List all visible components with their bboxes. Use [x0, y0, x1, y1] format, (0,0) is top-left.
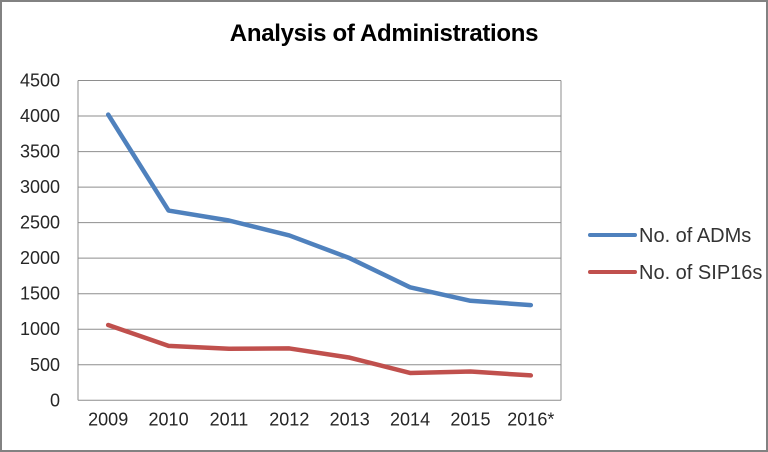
x-axis-tick-label: 2011 — [210, 409, 249, 429]
legend-label-no-of-adms: No. of ADMs — [639, 225, 751, 247]
y-axis-tick-label: 3500 — [20, 142, 60, 162]
y-axis-tick-label: 500 — [30, 355, 60, 375]
y-axis-tick-label: 4500 — [20, 71, 60, 91]
x-axis-tick-label: 2012 — [269, 409, 309, 429]
x-axis-tick-label: 2014 — [390, 409, 430, 429]
x-axis-tick-label: 2013 — [330, 409, 370, 429]
y-axis-tick-label: 2000 — [20, 248, 60, 268]
y-axis-tick-label: 4000 — [20, 106, 60, 126]
y-axis-tick-label: 3000 — [20, 177, 60, 197]
legend-label-no-of-sip16s: No. of SIP16s — [639, 262, 762, 284]
chart-title: Analysis of Administrations — [229, 20, 539, 47]
x-axis-tick-label: 2009 — [88, 409, 128, 429]
x-axis-tick-label: 2010 — [149, 409, 189, 429]
x-axis-tick-label: 2016* — [507, 409, 554, 429]
series-line-no-of-sip16s — [105, 322, 534, 378]
series-line-no-of-adms — [105, 112, 534, 308]
y-axis-tick-label: 0 — [50, 390, 60, 410]
y-axis-tick-label: 1500 — [20, 284, 60, 304]
y-axis-tick-label: 2500 — [20, 213, 60, 233]
x-axis-tick-label: 2015 — [450, 409, 490, 429]
y-axis-tick-label: 1000 — [20, 319, 60, 339]
